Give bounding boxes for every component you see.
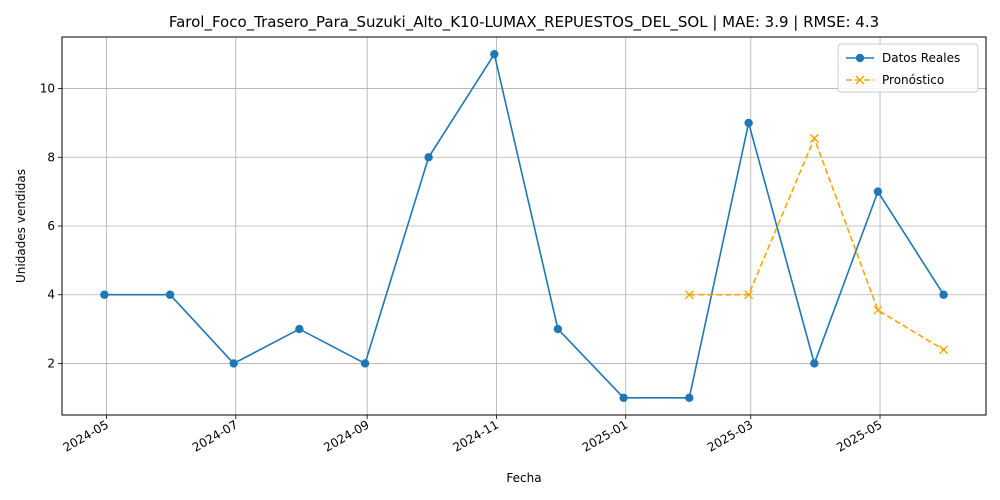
x-tick-label: 2024-09 <box>321 417 371 454</box>
legend-label: Datos Reales <box>882 51 960 65</box>
data-point <box>810 359 819 368</box>
legend-item: Datos Reales <box>846 51 960 65</box>
y-tick-label: 10 <box>40 82 55 96</box>
x-axis-label: Fecha <box>506 471 541 485</box>
y-axis-label: Unidades vendidas <box>14 169 28 283</box>
y-tick-label: 4 <box>47 288 55 302</box>
data-point <box>684 290 694 300</box>
series-line <box>689 136 945 351</box>
data-point <box>229 359 238 368</box>
axis-ticks: 2024-05 2024-07 2024-09 2024-11 2025-01 2025-… <box>40 82 885 455</box>
legend-marker <box>855 53 865 63</box>
data-point <box>685 393 694 403</box>
data-point <box>490 49 499 59</box>
series-line <box>104 52 945 399</box>
data-point <box>809 133 819 143</box>
series-layer <box>100 49 949 403</box>
data-point <box>295 324 304 334</box>
y-tick-label: 8 <box>47 150 55 164</box>
legend-item: Pronóstico <box>846 73 944 87</box>
data-point <box>873 187 883 196</box>
x-tick-label: 2025-05 <box>834 417 884 454</box>
series-forecast <box>684 133 949 355</box>
data-point <box>100 290 109 299</box>
x-tick-label: 2025-03 <box>705 417 755 454</box>
data-point <box>939 345 949 355</box>
legend: Datos Reales Pronóstico <box>837 43 979 93</box>
grid-lines <box>62 37 986 415</box>
data-point <box>939 290 948 299</box>
series-actual <box>100 49 948 403</box>
data-point <box>744 118 753 128</box>
x-tick-label: 2025-01 <box>580 417 630 454</box>
x-tick-label: 2024-11 <box>451 417 501 454</box>
data-point <box>744 290 754 300</box>
chart-title: Farol_Foco_Trasero_Para_Suzuki_Alto_K10-… <box>169 13 879 32</box>
y-tick-label: 6 <box>47 219 55 233</box>
y-tick-label: 2 <box>47 356 55 370</box>
data-point <box>873 305 883 315</box>
data-point <box>553 324 563 334</box>
data-point <box>619 393 628 403</box>
data-point <box>165 290 175 299</box>
x-tick-label: 2024-05 <box>61 417 111 454</box>
data-point <box>424 153 433 162</box>
legend-label: Pronóstico <box>882 73 944 87</box>
x-tick-label: 2024-07 <box>190 417 240 454</box>
data-point <box>360 359 370 368</box>
legend-marker <box>855 75 865 85</box>
